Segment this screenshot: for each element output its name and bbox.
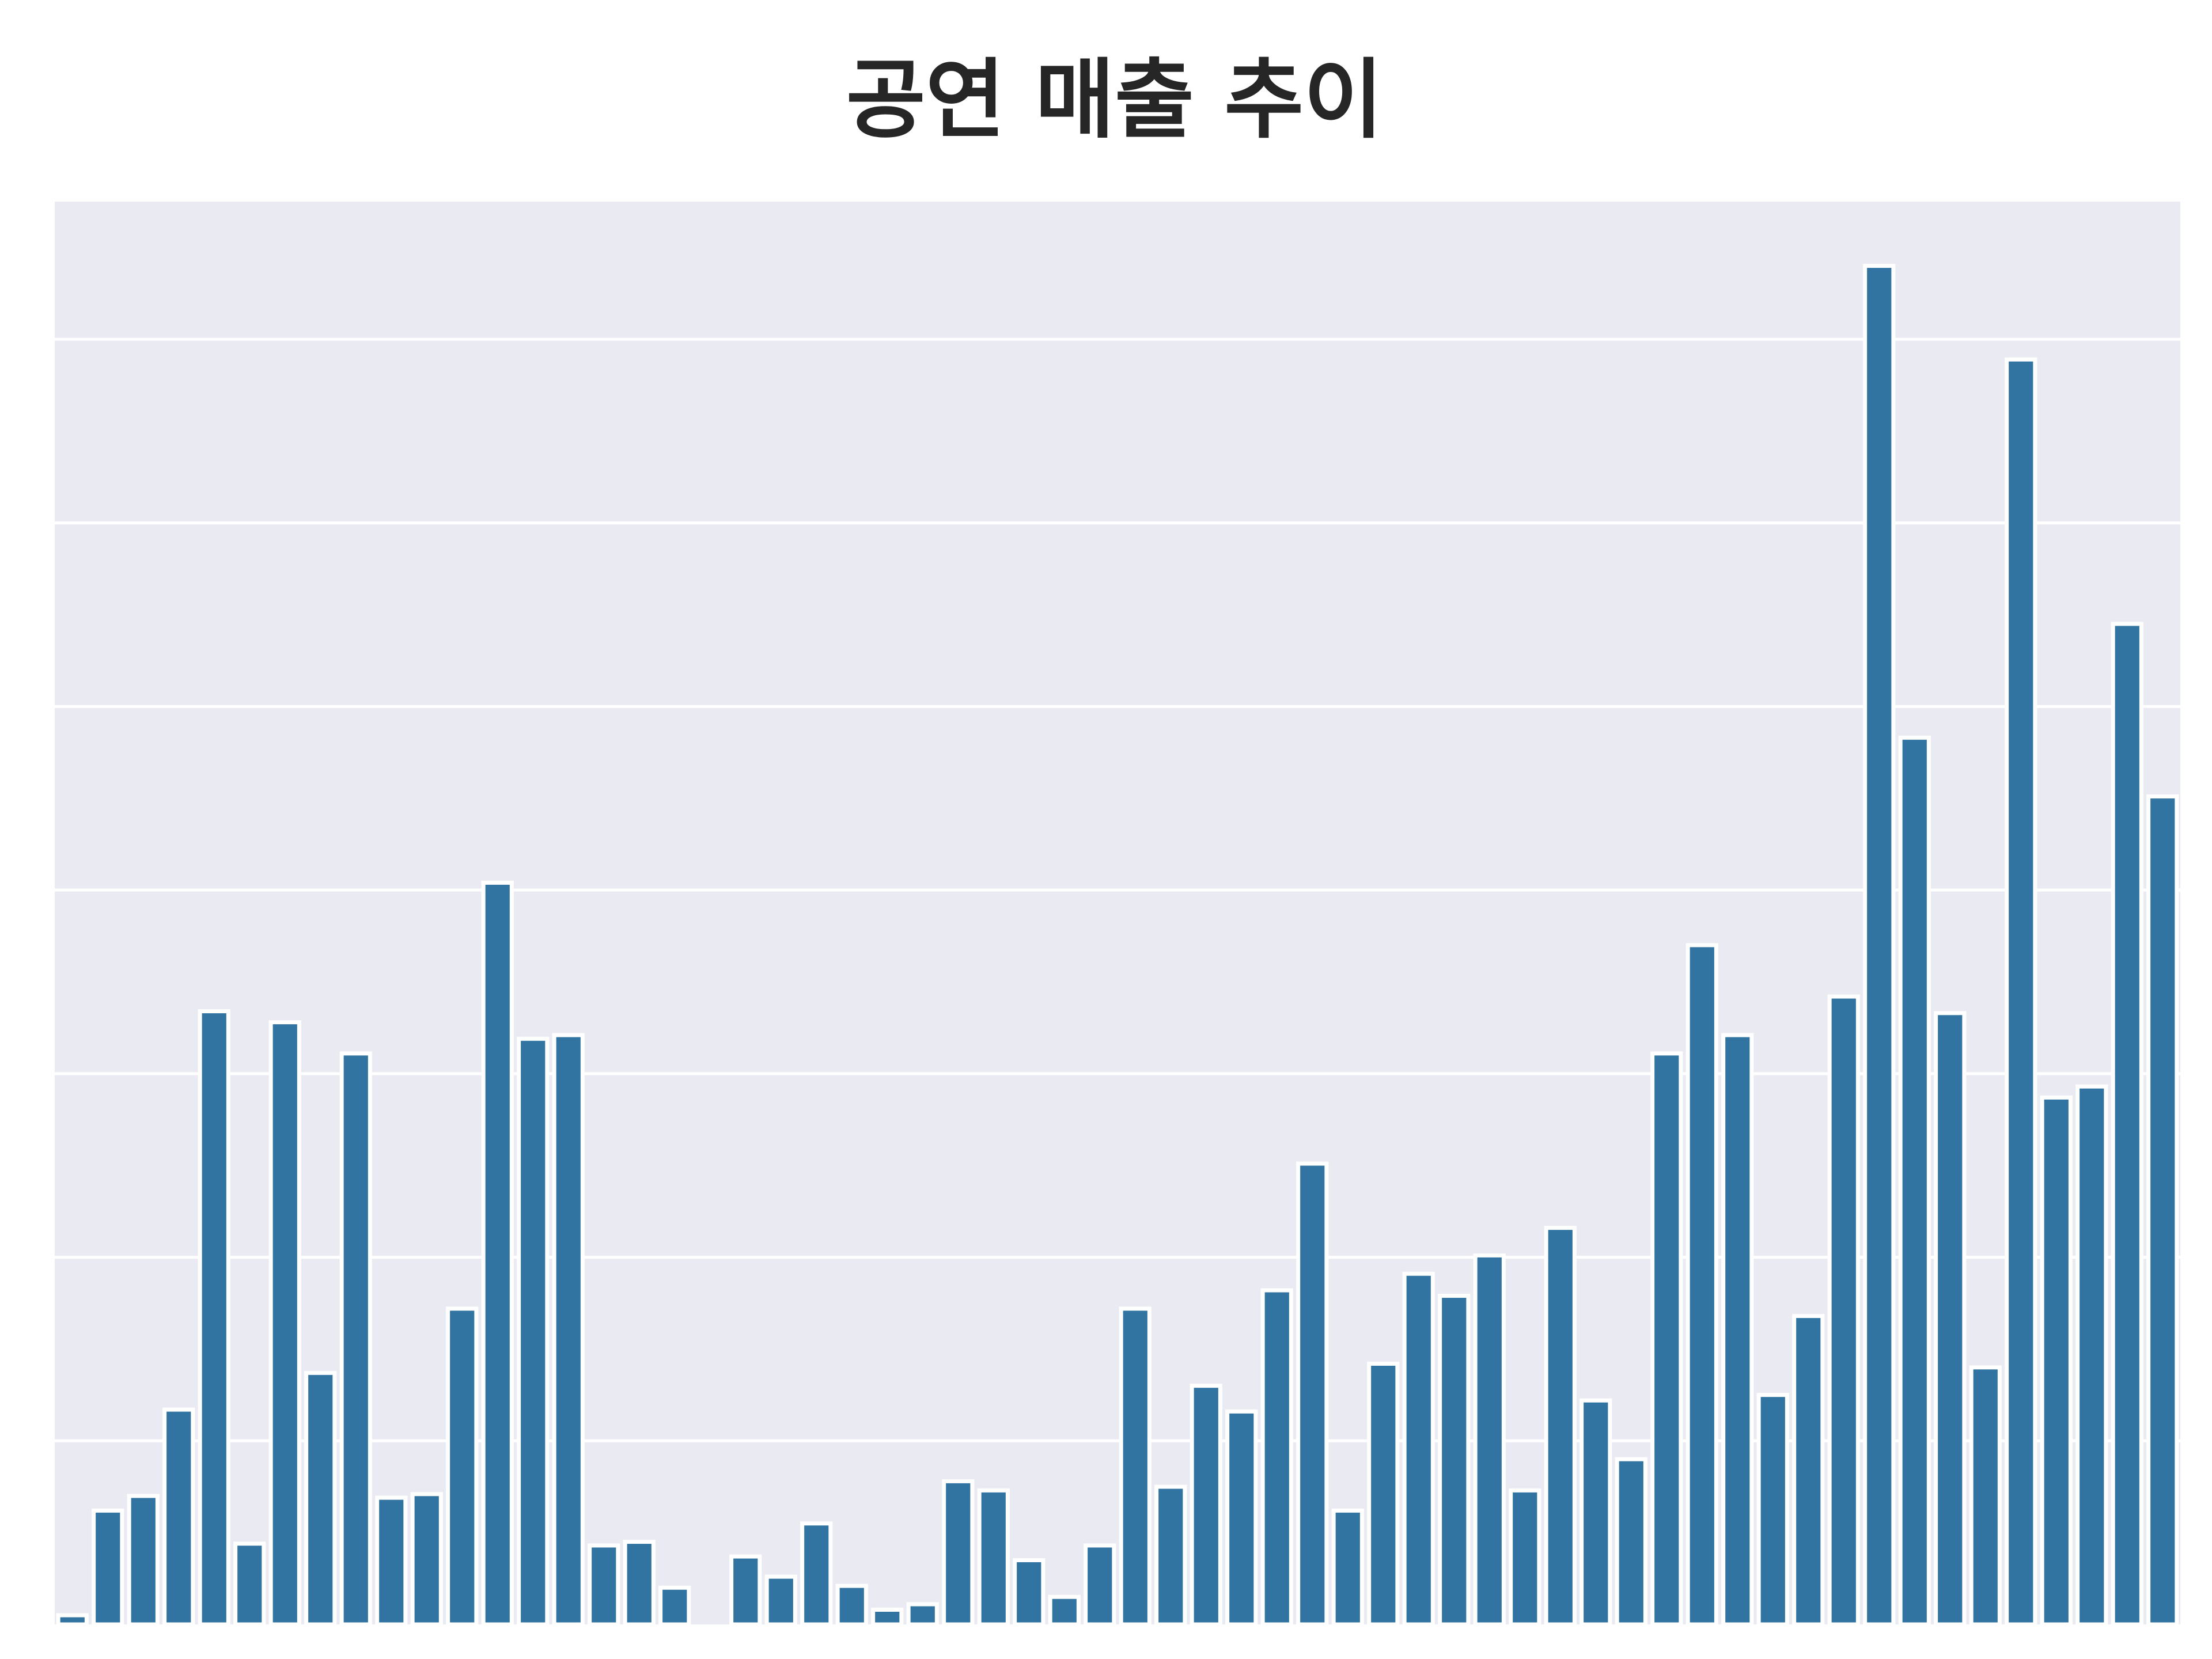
chart-title: 공연 매출 추이 bbox=[846, 50, 1383, 150]
bar-41 bbox=[1473, 1253, 1506, 1627]
plot-area bbox=[55, 202, 2180, 1624]
bar-5 bbox=[198, 1009, 230, 1627]
bar-38 bbox=[1367, 1361, 1400, 1627]
bar-7 bbox=[268, 1020, 301, 1627]
bar-14 bbox=[517, 1036, 550, 1627]
bar-27 bbox=[977, 1488, 1010, 1627]
bar-31 bbox=[1119, 1306, 1152, 1627]
bar-1 bbox=[56, 1613, 89, 1627]
bar-20 bbox=[729, 1554, 762, 1627]
bar-29 bbox=[1048, 1594, 1081, 1627]
bar-44 bbox=[1580, 1398, 1612, 1627]
bar-16 bbox=[588, 1543, 620, 1627]
bar-49 bbox=[1756, 1393, 1789, 1627]
bar-30 bbox=[1084, 1543, 1116, 1627]
bar-17 bbox=[623, 1540, 656, 1627]
bar-9 bbox=[339, 1051, 372, 1627]
bar-36 bbox=[1296, 1161, 1329, 1627]
bar-58 bbox=[2075, 1084, 2108, 1627]
bar-18 bbox=[658, 1585, 691, 1627]
bar-48 bbox=[1721, 1033, 1754, 1627]
bar-3 bbox=[127, 1494, 160, 1627]
bar-47 bbox=[1685, 943, 1718, 1627]
bar-50 bbox=[1792, 1314, 1825, 1627]
bar-42 bbox=[1509, 1488, 1541, 1627]
bar-46 bbox=[1650, 1051, 1683, 1627]
bar-32 bbox=[1154, 1484, 1187, 1627]
bar-56 bbox=[2005, 357, 2037, 1627]
bar-37 bbox=[1331, 1508, 1364, 1627]
bar-52 bbox=[1863, 264, 1896, 1627]
bar-23 bbox=[835, 1584, 868, 1627]
bar-51 bbox=[1827, 994, 1860, 1627]
bar-2 bbox=[92, 1508, 124, 1627]
bars bbox=[56, 264, 2179, 1627]
bar-6 bbox=[233, 1541, 266, 1627]
bar-45 bbox=[1615, 1457, 1647, 1627]
bar-33 bbox=[1190, 1384, 1222, 1627]
grid-lines bbox=[55, 338, 2180, 1442]
bar-39 bbox=[1402, 1271, 1435, 1627]
bar-13 bbox=[481, 880, 514, 1627]
bar-59 bbox=[2111, 622, 2143, 1627]
bar-55 bbox=[1969, 1365, 2002, 1627]
bar-15 bbox=[552, 1033, 585, 1627]
bar-54 bbox=[1934, 1011, 1967, 1627]
bar-57 bbox=[2040, 1095, 2073, 1627]
bar-11 bbox=[410, 1492, 443, 1627]
bar-43 bbox=[1544, 1226, 1577, 1627]
bar-24 bbox=[871, 1608, 904, 1627]
bar-4 bbox=[162, 1407, 195, 1627]
bar-60 bbox=[2146, 794, 2179, 1627]
bar-26 bbox=[942, 1479, 975, 1627]
bar-8 bbox=[304, 1370, 337, 1627]
bar-35 bbox=[1260, 1288, 1293, 1627]
bar-53 bbox=[1898, 736, 1931, 1627]
bar-25 bbox=[906, 1602, 939, 1627]
bar-21 bbox=[764, 1574, 797, 1627]
bar-10 bbox=[375, 1495, 408, 1627]
bar-40 bbox=[1438, 1294, 1471, 1627]
bar-34 bbox=[1225, 1409, 1258, 1627]
bar-28 bbox=[1013, 1558, 1046, 1627]
bar-22 bbox=[800, 1521, 833, 1627]
bar-12 bbox=[446, 1306, 479, 1627]
